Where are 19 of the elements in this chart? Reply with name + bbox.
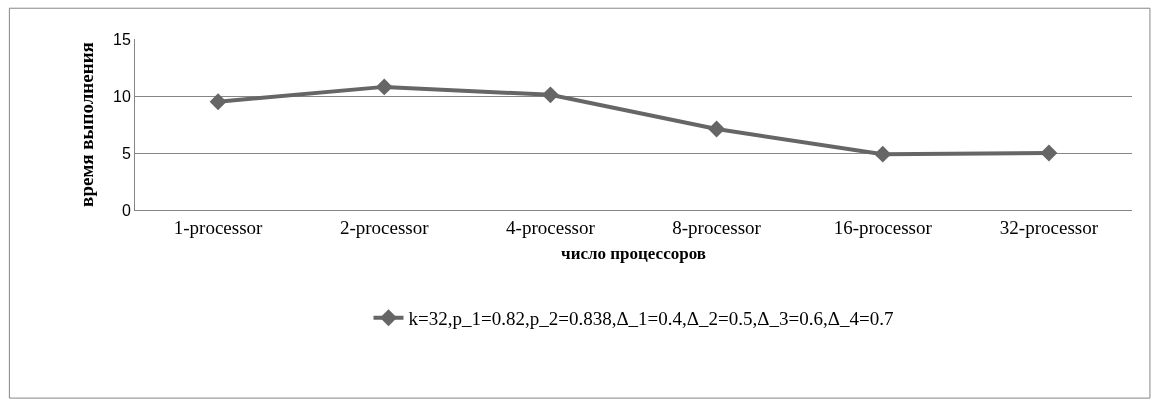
x-tick-label: 16-processor [833, 216, 933, 238]
y-tick-label: 15 [113, 30, 131, 48]
point [375, 78, 393, 96]
x-tick-label: 1-processor [173, 216, 264, 238]
point [209, 93, 227, 111]
point [1040, 144, 1058, 162]
x-axis-title: число процессоров [561, 244, 706, 264]
y-axis-title: время выполнения [75, 42, 97, 207]
point [874, 145, 892, 163]
legend-label: k=32,p_1=0.82,p_2=0.838,Δ_1=0.4,Δ_2=0.5,Δ_3=0.6,Δ_4=0.7 [408, 308, 894, 330]
y-tick-label: 10 [113, 87, 131, 105]
point [541, 86, 559, 104]
x-tick-label: 8-processor [672, 216, 762, 238]
x-tick-label: 4-processor [506, 216, 596, 238]
x-tick-label: 2-processor [339, 216, 430, 238]
x-tick-label: 32-processor [999, 216, 1099, 238]
point [708, 120, 726, 138]
y-tick-label: 0 [121, 201, 131, 219]
y-tick-label: 5 [121, 144, 131, 162]
